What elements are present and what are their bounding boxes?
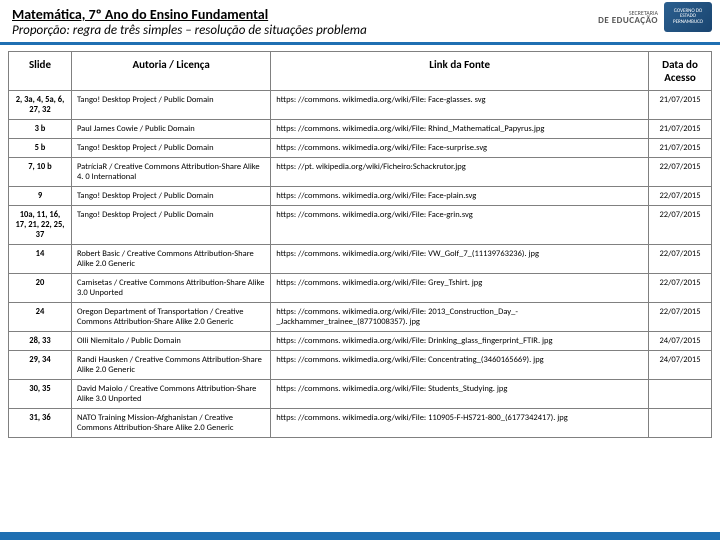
cell-data: 22/07/2015 [649, 245, 712, 274]
cell-slide: 30, 35 [9, 380, 72, 409]
cell-link: https: //commons. wikimedia.org/wiki/Fil… [271, 274, 649, 303]
cell-autoria: PatríciaR / Creative Commons Attribution… [71, 158, 270, 187]
cell-link: https: //commons. wikimedia.org/wiki/Fil… [271, 303, 649, 332]
cell-link: https: //commons. wikimedia.org/wiki/Fil… [271, 351, 649, 380]
cell-autoria: Oregon Department of Transportation / Cr… [71, 303, 270, 332]
cell-autoria: Olli Niemitalo / Public Domain [71, 332, 270, 351]
cell-slide: 2, 3a, 4, 5a, 6, 27, 32 [9, 91, 72, 120]
credits-table: Slide Autoria / Licença Link da Fonte Da… [8, 51, 712, 438]
cell-autoria: Camisetas / Creative Commons Attribution… [71, 274, 270, 303]
cell-autoria: Tango! Desktop Project / Public Domain [71, 187, 270, 206]
page-header: Matemática, 7º Ano do Ensino Fundamental… [0, 0, 720, 45]
table-row: 14Robert Basic / Creative Commons Attrib… [9, 245, 712, 274]
cell-link: https: //commons. wikimedia.org/wiki/Fil… [271, 245, 649, 274]
cell-slide: 29, 34 [9, 351, 72, 380]
logo-secretaria: SECRETARIA DE EDUCAÇÃO [598, 10, 658, 25]
cell-data: 22/07/2015 [649, 303, 712, 332]
cell-data: 22/07/2015 [649, 274, 712, 303]
cell-data [649, 380, 712, 409]
footer-bar [0, 532, 720, 540]
table-row: 5 bTango! Desktop Project / Public Domai… [9, 139, 712, 158]
cell-slide: 7, 10 b [9, 158, 72, 187]
table-row: 7, 10 bPatríciaR / Creative Commons Attr… [9, 158, 712, 187]
cell-slide: 28, 33 [9, 332, 72, 351]
cell-autoria: Tango! Desktop Project / Public Domain [71, 91, 270, 120]
table-row: 2, 3a, 4, 5a, 6, 27, 32Tango! Desktop Pr… [9, 91, 712, 120]
cell-data: 21/07/2015 [649, 91, 712, 120]
th-autoria: Autoria / Licença [71, 52, 270, 91]
cell-slide: 10a, 11, 16, 17, 21, 22, 25, 37 [9, 206, 72, 245]
cell-slide: 31, 36 [9, 409, 72, 438]
cell-autoria: Paul James Cowie / Public Domain [71, 120, 270, 139]
cell-data: 21/07/2015 [649, 139, 712, 158]
cell-autoria: Robert Basic / Creative Commons Attribut… [71, 245, 270, 274]
cell-autoria: Tango! Desktop Project / Public Domain [71, 139, 270, 158]
logo-state: GOVERNO DO ESTADO PERNAMBUCO [664, 2, 712, 32]
cell-slide: 24 [9, 303, 72, 332]
cell-link: https: //commons. wikimedia.org/wiki/Fil… [271, 187, 649, 206]
logo-block: SECRETARIA DE EDUCAÇÃO GOVERNO DO ESTADO… [598, 2, 712, 32]
cell-autoria: Tango! Desktop Project / Public Domain [71, 206, 270, 245]
cell-slide: 5 b [9, 139, 72, 158]
cell-data: 21/07/2015 [649, 120, 712, 139]
table-body: 2, 3a, 4, 5a, 6, 27, 32Tango! Desktop Pr… [9, 91, 712, 438]
cell-link: https: //commons. wikimedia.org/wiki/Fil… [271, 206, 649, 245]
cell-autoria: Randi Hausken / Creative Commons Attribu… [71, 351, 270, 380]
cell-data: 22/07/2015 [649, 187, 712, 206]
cell-slide: 20 [9, 274, 72, 303]
th-data: Data do Acesso [649, 52, 712, 91]
cell-data: 22/07/2015 [649, 158, 712, 187]
th-slide: Slide [9, 52, 72, 91]
cell-link: https: //pt. wikipedia.org/wiki/Ficheiro… [271, 158, 649, 187]
cell-data [649, 409, 712, 438]
cell-link: https: //commons. wikimedia.org/wiki/Fil… [271, 120, 649, 139]
cell-slide: 9 [9, 187, 72, 206]
cell-link: https: //commons. wikimedia.org/wiki/Fil… [271, 409, 649, 438]
cell-autoria: NATO Training Mission-Afghanistan / Crea… [71, 409, 270, 438]
table-row: 29, 34Randi Hausken / Creative Commons A… [9, 351, 712, 380]
table-row: 28, 33Olli Niemitalo / Public Domainhttp… [9, 332, 712, 351]
cell-link: https: //commons. wikimedia.org/wiki/Fil… [271, 91, 649, 120]
cell-slide: 3 b [9, 120, 72, 139]
table-header-row: Slide Autoria / Licença Link da Fonte Da… [9, 52, 712, 91]
th-link: Link da Fonte [271, 52, 649, 91]
table-row: 30, 35David Maiolo / Creative Commons At… [9, 380, 712, 409]
cell-data: 22/07/2015 [649, 206, 712, 245]
cell-link: https: //commons. wikimedia.org/wiki/Fil… [271, 380, 649, 409]
table-row: 24Oregon Department of Transportation / … [9, 303, 712, 332]
cell-slide: 14 [9, 245, 72, 274]
cell-data: 24/07/2015 [649, 332, 712, 351]
cell-autoria: David Maiolo / Creative Commons Attribut… [71, 380, 270, 409]
cell-link: https: //commons. wikimedia.org/wiki/Fil… [271, 332, 649, 351]
logo-sec-line2: DE EDUCAÇÃO [598, 16, 658, 25]
table-row: 9Tango! Desktop Project / Public Domainh… [9, 187, 712, 206]
cell-link: https: //commons. wikimedia.org/wiki/Fil… [271, 139, 649, 158]
table-row: 10a, 11, 16, 17, 21, 22, 25, 37Tango! De… [9, 206, 712, 245]
table-row: 20Camisetas / Creative Commons Attributi… [9, 274, 712, 303]
table-row: 31, 36NATO Training Mission-Afghanistan … [9, 409, 712, 438]
cell-data: 24/07/2015 [649, 351, 712, 380]
table-row: 3 bPaul James Cowie / Public Domainhttps… [9, 120, 712, 139]
